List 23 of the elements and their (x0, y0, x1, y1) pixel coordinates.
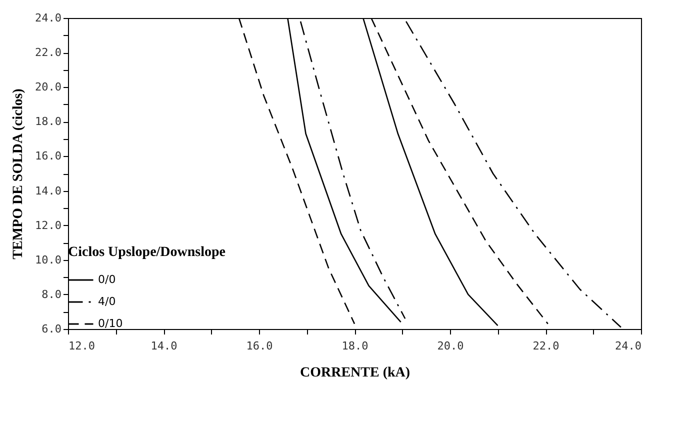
legend-label: 4/0 (98, 295, 116, 308)
x-tick-label: 14.0 (150, 340, 178, 352)
legend-label: 0/0 (98, 273, 116, 286)
x-axis-title: CORRENTE (kA) (300, 366, 410, 380)
y-tick-label: 20.0 (35, 80, 62, 94)
x-tick-label: 16.0 (246, 340, 273, 352)
x-tick-label: 18.0 (342, 340, 368, 352)
x-tick-label: 22.0 (532, 340, 560, 352)
y-tick-label: 10.0 (35, 253, 62, 266)
legend-label: 0/10 (98, 317, 123, 330)
legend-title: Ciclos Upslope/Downslope (68, 245, 226, 260)
y-tick-label: 6.0 (42, 322, 62, 336)
x-tick-label: 20.0 (437, 340, 464, 352)
y-tick-label: 22.0 (35, 46, 62, 60)
y-tick-label: 12.0 (35, 218, 62, 232)
y-tick-label: 8.0 (42, 288, 62, 301)
y-tick-label: 24.0 (35, 12, 62, 24)
y-tick-label: 16.0 (35, 150, 62, 163)
x-tick-label: 12.0 (68, 340, 95, 352)
x-tick-label: 24.0 (615, 340, 642, 352)
y-tick-label: 18.0 (35, 115, 62, 128)
y-tick-label: 14.0 (35, 184, 62, 198)
y-axis-title: TEMPO DE SOLDA (ciclos) (11, 88, 26, 260)
